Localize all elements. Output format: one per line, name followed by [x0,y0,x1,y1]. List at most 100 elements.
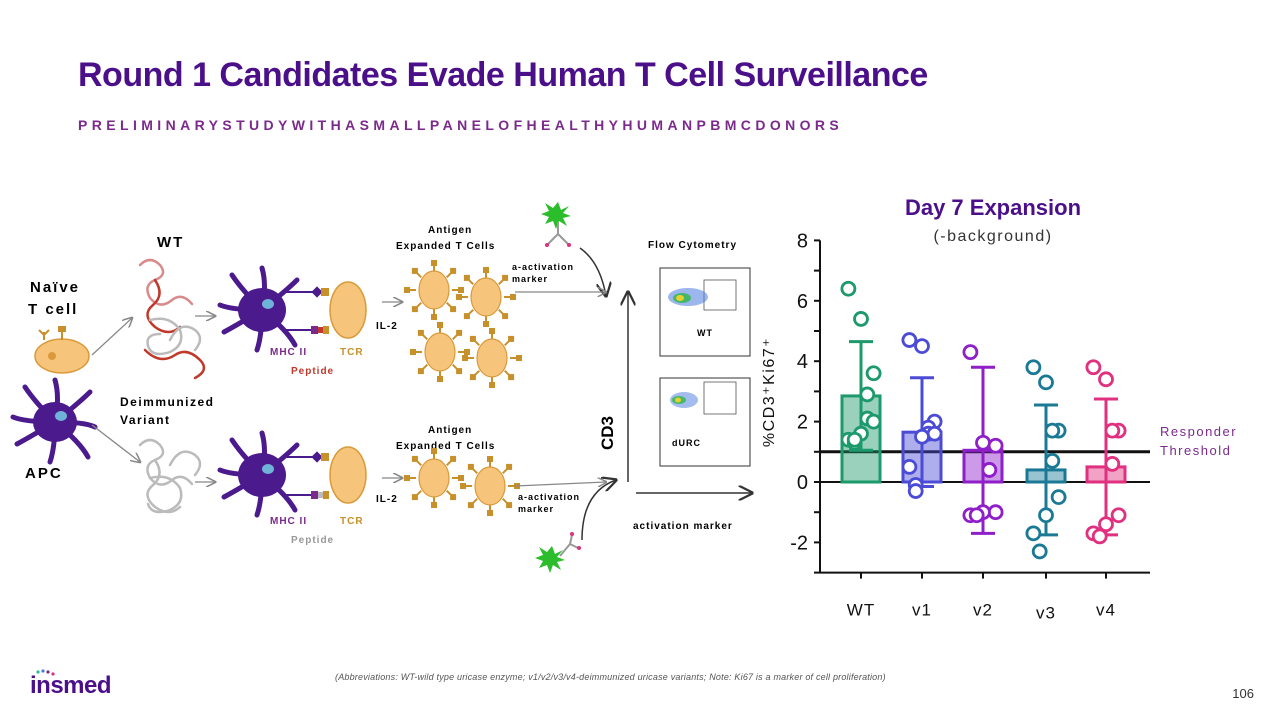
logo-dots-icon [30,665,60,683]
data-point [907,483,924,499]
data-point [1044,422,1061,439]
data-point [968,507,985,524]
apc-label: APC [25,465,63,482]
data-point [865,413,882,430]
activation-marker-label-bottom-1: a-activation [518,492,580,502]
flow-plot-wt-label: WT [697,328,713,338]
activation-marker-label-bottom-2: marker [518,504,554,514]
data-point [1110,507,1127,524]
page-subtitle: PRELIMINARYSTUDYWITHASMALLPANELOFHEALTHY… [78,117,844,133]
footnote: (Abbreviations: WT-wild type uricase enz… [335,672,886,682]
tcr-label-top: TCR [340,347,364,358]
data-point [840,280,857,297]
experiment-diagram: Naïve T cell APC WT Deimmunized Variant [10,202,780,573]
expanded-t-cell-icon [404,260,464,320]
flow-plot-wt [659,267,751,357]
data-point [1031,543,1048,560]
data-point [987,504,1004,521]
flow-plot-durc [659,377,751,467]
data-point [1038,507,1054,524]
y-tick-label: 6 [797,291,808,313]
data-point [1085,359,1102,376]
antibody-green-bottom-icon [535,532,581,573]
data-point [1038,374,1054,391]
antigen-label-top-1: Antigen [428,225,472,236]
data-point [1104,455,1121,472]
data-point [1044,452,1061,469]
x-tick-label: v2 [973,601,993,620]
antigen-label-bottom-2: Expanded T Cells [396,441,495,452]
data-point [901,332,918,348]
tcr-label-bottom: TCR [340,516,364,527]
x-tick-label: WT [847,601,875,620]
apc-cell-icon [10,377,98,465]
mhc-label-bottom: MHC II [270,516,307,527]
data-point [975,434,991,451]
variant-protein-icon [138,438,202,514]
data-point [901,458,918,475]
data-point [846,431,863,448]
expanded-t-cells [404,260,522,516]
antigen-label-bottom-1: Antigen [428,425,472,436]
data-point [1104,422,1121,439]
activation-marker-axis-label: activation marker [633,521,733,532]
chart-title: Day 7 Expansion [905,195,1081,220]
y-tick-label: 0 [797,472,808,494]
expanded-t-cell-icon [456,267,516,327]
x-tick-label: v3 [1036,604,1056,620]
x-tick-label: v1 [912,601,932,620]
cd3-label: CD3 [598,416,617,450]
y-tick-label: 2 [797,412,808,434]
wt-label: WT [157,234,184,251]
expanded-t-cell-icon [410,322,470,382]
naive-t-cell-icon [34,326,90,374]
company-logo: insmed [30,672,112,699]
antigen-label-top-2: Expanded T Cells [396,241,495,252]
peptide-label-bottom: Peptide [291,535,334,546]
data-point [981,462,998,478]
y-axis-label: %CD3⁺Ki67⁺ [761,337,778,447]
data-point [987,437,1004,454]
expanded-t-cell-icon [462,328,522,388]
antibody-green-top-icon [541,202,571,247]
naive-label-2: T cell [28,301,78,318]
peptide-label-top: Peptide [291,366,334,377]
data-point [859,386,876,403]
y-tick-label: 4 [797,351,808,373]
data-point [962,344,979,361]
y-tick-label: -2 [790,532,808,554]
threshold-label-2: Threshold [1160,443,1231,458]
data-point [926,425,943,442]
y-tick-label: 8 [797,230,808,252]
flow-plot-durc-label: dURC [672,438,701,448]
activation-marker-label-top-2: marker [512,274,548,284]
wt-protein-icon [138,258,206,380]
data-point [914,338,930,355]
flow-cytometry-label: Flow Cytometry [648,240,737,251]
deimmunized-label-1: Deimmunized [120,395,215,409]
page-number: 106 [1232,686,1254,701]
page-title: Round 1 Candidates Evade Human T Cell Su… [78,56,928,94]
mhc-label-top: MHC II [270,347,307,358]
expanded-t-cell-icon [404,448,464,508]
data-point [1025,359,1042,376]
data-point [1098,516,1114,533]
data-point [865,365,882,382]
apc-tcell-complex-variant [217,430,367,518]
il2-label-bottom: IL-2 [376,494,398,505]
data-point [853,311,869,327]
x-tick-label: v4 [1096,601,1116,620]
data-point [914,428,930,445]
threshold-label-1: Responder [1160,424,1237,439]
chart-subtitle: (-background) [933,228,1052,245]
data-point [1050,489,1067,506]
apc-tcell-complex-wt [217,265,367,353]
naive-label-1: Naïve [30,279,80,296]
expanded-t-cell-icon [460,456,520,516]
il2-label-top: IL-2 [376,321,398,332]
deimmunized-label-2: Variant [120,413,171,427]
data-point [1025,525,1042,542]
data-point [1091,528,1108,545]
data-point [1098,371,1114,388]
day7-expansion-chart: Day 7 Expansion (-background) %CD3⁺Ki67⁺… [761,195,1237,620]
